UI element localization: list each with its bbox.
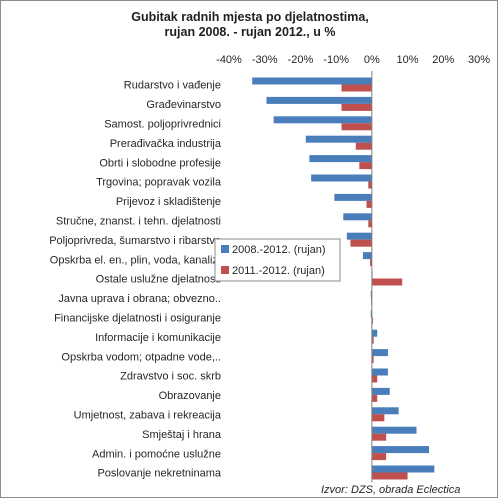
bar-series-2 (371, 317, 373, 325)
bar-series-1 (343, 213, 372, 221)
bar-series-1 (370, 310, 372, 318)
bar-series-2 (371, 414, 385, 422)
bar-series-1 (371, 329, 378, 337)
chart-title-line-2: rujan 2008. - rujan 2012., u % (165, 25, 336, 39)
category-label: Rudarstvo i vađenje (124, 80, 221, 92)
category-label: Informacije i komunikacije (95, 332, 221, 344)
bar-series-1 (362, 252, 372, 260)
bar-series-2 (371, 278, 403, 286)
bar-series-2 (341, 84, 372, 92)
category-label: Građevinarstvo (146, 99, 221, 111)
category-label: Stručne, znanst. i tehn. djelatnosti (56, 216, 221, 228)
bar-series-2 (370, 259, 372, 267)
x-tick-label: 30% (468, 54, 490, 66)
legend-swatch-series-1 (221, 245, 229, 253)
category-label: Obrti i slobodne profesije (99, 157, 221, 169)
bar-series-2 (350, 239, 372, 247)
category-label: Obrazovanje (159, 390, 221, 402)
category-label: Prijevoz i skladištenje (116, 196, 221, 208)
bar-series-1 (371, 465, 435, 473)
bar-series-2 (366, 200, 372, 208)
bar-series-2 (359, 162, 372, 170)
bar-series-1 (273, 116, 372, 124)
bar-series-1 (371, 407, 399, 415)
x-tick-label: -40% (216, 54, 242, 66)
bar-series-1 (370, 290, 372, 298)
x-axis-tick-labels: -40% -30% -20% -10% 0% 10% 20% 30% (216, 54, 490, 66)
category-label: Opskrba vodom; otpadne vode,.. (61, 351, 221, 363)
x-tick-label: -30% (252, 54, 278, 66)
bar-series-2 (341, 123, 372, 131)
category-label: Financijske djelatnosti i osiguranje (54, 313, 221, 325)
bar-series-2 (341, 103, 372, 111)
bar-series-1 (371, 426, 417, 434)
bar-series-2 (371, 394, 378, 402)
bar-series-1 (334, 193, 372, 201)
category-label: Poljoprivreda, šumarstvo i ribarstvo (49, 235, 221, 247)
bar-series-1 (309, 155, 372, 163)
bar-series-1 (311, 174, 372, 182)
category-label: Poslovanje nekretninama (97, 468, 221, 480)
bar-series-2 (368, 181, 372, 189)
legend-box (214, 238, 341, 282)
legend: 2008.-2012. (rujan) 2011.-2012. (rujan) (214, 238, 341, 282)
bar-series-1 (266, 96, 372, 104)
legend-label-series-2: 2011.-2012. (rujan) (232, 265, 325, 277)
bar-series-2 (371, 375, 378, 383)
category-labels: Rudarstvo i vađenje Građevinarstvo Samost.… (49, 80, 222, 480)
chart-title: Gubitak radnih mjesta po djelatnostima, … (131, 10, 369, 39)
legend-swatch-series-2 (221, 266, 229, 274)
category-label: Trgovina; popravak vozila (96, 177, 222, 189)
x-tick-label: -10% (323, 54, 349, 66)
x-tick-label: -20% (288, 54, 314, 66)
bar-series-1 (305, 135, 372, 143)
bars (252, 77, 435, 480)
category-label: Smještaj i hrana (142, 429, 222, 441)
category-label: Javna uprava i obrana; obvezno.. (58, 293, 221, 305)
bar-series-1 (252, 77, 372, 85)
bar-series-1 (371, 368, 388, 376)
bar-series-1 (371, 387, 390, 395)
bar-series-2 (371, 453, 387, 461)
category-label: Umjetnost, zabava i rekreacija (74, 410, 222, 422)
category-label: Ostale uslužne djelatnosti (96, 274, 221, 286)
bar-series-2 (371, 336, 374, 344)
category-label: Prerađivačka industrija (110, 138, 222, 150)
x-tick-label: 20% (432, 54, 454, 66)
x-tick-label: 10% (397, 54, 419, 66)
bar-series-1 (371, 446, 429, 454)
bar-series-1 (371, 349, 388, 357)
x-tick-label: 0% (364, 54, 380, 66)
bar-series-2 (368, 220, 372, 228)
category-label: Zdravstvo i soc. skrb (120, 371, 221, 383)
source-note: Izvor: DZS, obrada Eclectica (321, 484, 460, 496)
legend-label-series-1: 2008.-2012. (rujan) (232, 244, 326, 256)
category-label: Admin. i pomoćne uslužne (92, 448, 221, 460)
bar-series-2 (371, 356, 374, 364)
category-label: Samost. poljoprivrednici (104, 119, 221, 131)
chart-title-line-1: Gubitak radnih mjesta po djelatnostima, (131, 10, 369, 24)
bar-series-1 (346, 232, 372, 240)
category-label: Opskrba el. en., plin, voda, kanaliz. (50, 254, 221, 266)
bar-series-2 (355, 142, 372, 150)
bar-series-2 (371, 472, 408, 480)
bar-series-2 (371, 433, 387, 441)
